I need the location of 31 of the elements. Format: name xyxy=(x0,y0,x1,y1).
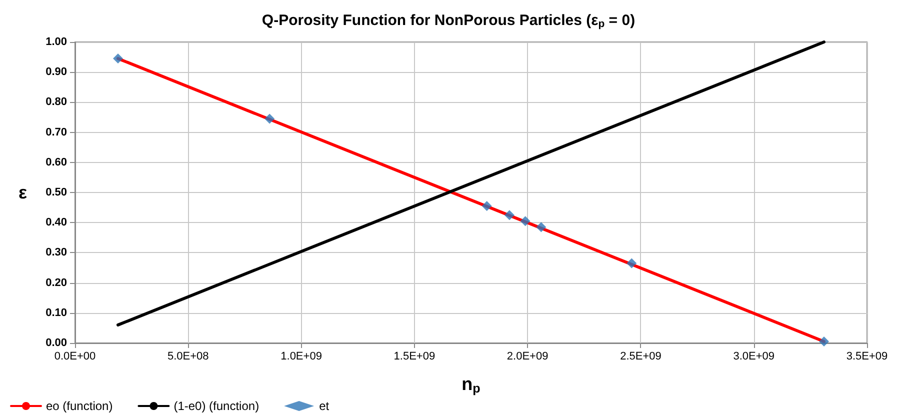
y-tick-label: 0.90 xyxy=(46,66,67,78)
point xyxy=(482,201,492,212)
x-tick-label: 1.0E+09 xyxy=(280,350,322,362)
y-tick-label: 0.30 xyxy=(46,246,67,259)
legend-label: eo (function) xyxy=(46,399,113,413)
y-tick-label: 1.00 xyxy=(46,36,67,48)
y-tick-label: 0.60 xyxy=(46,156,67,168)
point xyxy=(626,258,637,268)
x-tick-label: 0.0E+00 xyxy=(54,350,96,362)
point xyxy=(520,216,530,226)
y-axis-title: ε xyxy=(18,182,28,202)
x-tick-label: 3.0E+09 xyxy=(733,350,775,362)
y-tick-label: 0.10 xyxy=(46,306,67,319)
y-tick-label: 0.40 xyxy=(46,216,67,229)
point xyxy=(536,222,546,232)
x-tick-label: 5.0E+08 xyxy=(167,350,209,362)
y-tick-label: 0.70 xyxy=(46,126,67,138)
legend-label: (1-e0) (function) xyxy=(174,399,260,413)
x-tick-label: 2.5E+09 xyxy=(620,350,662,362)
point xyxy=(504,210,514,220)
x-tick-label: 3.5E+09 xyxy=(846,350,888,362)
point xyxy=(112,54,123,64)
legend-label: et xyxy=(319,399,330,413)
y-tick-label: 0.50 xyxy=(46,186,67,198)
y-tick-label: 0.80 xyxy=(46,96,67,108)
y-tick-label: 0.00 xyxy=(46,337,67,349)
y-tick-label: 0.20 xyxy=(46,276,67,289)
point xyxy=(264,114,275,124)
x-tick-label: 2.0E+09 xyxy=(506,350,548,362)
x-tick-label: 1.5E+09 xyxy=(394,350,436,362)
point xyxy=(819,336,830,346)
